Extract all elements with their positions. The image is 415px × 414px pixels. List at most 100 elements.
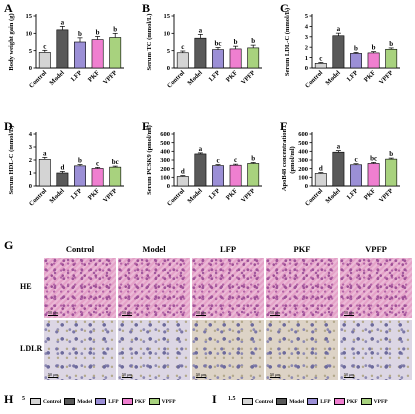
scale-bar: 50 μm bbox=[48, 372, 59, 378]
legend-label: LFP bbox=[320, 398, 331, 405]
y-tick-label: 2 bbox=[305, 44, 308, 51]
category-label: LFP bbox=[346, 187, 360, 201]
bar-control bbox=[176, 176, 189, 187]
significance-letter: a bbox=[337, 143, 341, 151]
micrograph-he-pkf: 50 μm bbox=[266, 258, 338, 318]
significance-letter: c bbox=[234, 156, 237, 164]
y-tick-label: 5 bbox=[29, 48, 33, 55]
y-tick-label: 600 bbox=[298, 131, 308, 138]
micrograph-he-vpfp: 50 μm bbox=[340, 258, 412, 318]
category-label: Control bbox=[166, 69, 186, 89]
legend-item-lfp: LFP bbox=[307, 398, 331, 405]
category-label: PKF bbox=[225, 187, 239, 201]
panel-letter: C bbox=[280, 1, 289, 15]
y-tick-label: 1 bbox=[29, 170, 32, 177]
category-label: VPFP bbox=[102, 69, 119, 86]
panel-h-legend: Control Model LFP PKF VPFP bbox=[30, 398, 176, 405]
category-label: PKF bbox=[87, 187, 101, 201]
significance-letter: b bbox=[251, 154, 255, 162]
y-tick-label: 3 bbox=[305, 34, 309, 41]
category-label: Control bbox=[304, 69, 324, 89]
legend-item-pkf: PKF bbox=[333, 398, 358, 405]
category-label: VPFP bbox=[102, 187, 119, 204]
bar-vpfp bbox=[109, 166, 122, 187]
y-axis-title: ApoB48 concentration(pmol/ml) bbox=[281, 128, 296, 191]
category-label: Control bbox=[304, 187, 324, 207]
significance-letter: a bbox=[199, 145, 203, 153]
y-axis-title: Serum LDL-C (mmol/L) bbox=[284, 8, 291, 76]
bar-model bbox=[56, 172, 69, 187]
significance-letter: b bbox=[96, 28, 100, 36]
micrograph-ldlr-pkf: 50 μm bbox=[266, 320, 338, 380]
y-tick-label: 4 bbox=[29, 131, 33, 138]
category-label: Model bbox=[48, 187, 66, 205]
bar-pkf bbox=[91, 168, 104, 187]
legend-label: PKF bbox=[134, 398, 146, 405]
scale-bar: 50 μm bbox=[270, 372, 281, 378]
y-axis-title: Serum TC (mmol/L) bbox=[146, 14, 153, 71]
y-tick-label: 200 bbox=[298, 166, 308, 173]
bar-lfp bbox=[74, 165, 86, 187]
legend-swatch bbox=[242, 398, 253, 405]
y-tick-label: 100 bbox=[160, 175, 170, 182]
category-label: Control bbox=[166, 187, 186, 207]
bar-pkf bbox=[229, 164, 242, 187]
y-tick-label: 0 bbox=[29, 183, 32, 190]
bar-lfp bbox=[350, 53, 362, 69]
significance-letter: d bbox=[181, 168, 185, 176]
y-tick-label: 500 bbox=[298, 140, 308, 147]
category-label: Control bbox=[28, 187, 48, 207]
significance-letter: d bbox=[319, 165, 323, 173]
panel-letter: E bbox=[142, 119, 150, 133]
y-tick-label: 400 bbox=[298, 149, 308, 156]
legend-swatch bbox=[360, 398, 372, 405]
legend-item-control: Control bbox=[242, 398, 273, 405]
category-label: Control bbox=[28, 69, 48, 89]
scale-bar: 50 μm bbox=[196, 310, 207, 316]
legend-item-control: Control bbox=[30, 398, 61, 405]
category-label: VPFP bbox=[240, 187, 257, 204]
micrograph-ldlr-control: 50 μm bbox=[44, 320, 116, 380]
category-label: LFP bbox=[70, 69, 84, 83]
scale-bar: 50 μm bbox=[270, 310, 281, 316]
scale-bar: 50 μm bbox=[122, 372, 133, 378]
bar-pkf bbox=[367, 163, 380, 187]
y-tick-label: 500 bbox=[160, 140, 170, 147]
bar-control bbox=[314, 63, 327, 69]
bar-control bbox=[38, 52, 51, 69]
y-tick-label: 0 bbox=[167, 183, 170, 190]
scale-bar: 50 μm bbox=[122, 310, 133, 316]
legend-item-model: Model bbox=[64, 398, 92, 405]
category-label: VPFP bbox=[240, 69, 257, 86]
y-tick-label: 10 bbox=[164, 31, 171, 38]
micrograph-column-control: Control bbox=[65, 244, 95, 254]
legend-swatch bbox=[121, 398, 133, 405]
y-tick-label: 1 bbox=[305, 55, 308, 62]
legend-label: VPFP bbox=[161, 398, 176, 405]
bar-pkf bbox=[229, 48, 242, 69]
y-tick-label: 4 bbox=[305, 24, 309, 31]
category-label: Model bbox=[48, 69, 66, 87]
micrograph-he-lfp: 50 μm bbox=[192, 258, 264, 318]
panel-letter: B bbox=[142, 1, 150, 15]
y-axis-title: Serum PCSK9 (pmol/ml) bbox=[146, 125, 153, 195]
significance-letter: a bbox=[61, 18, 65, 26]
panel-letter: D bbox=[4, 119, 13, 133]
legend-item-lfp: LFP bbox=[95, 398, 119, 405]
significance-letter: b bbox=[234, 38, 238, 46]
y-tick-label: 5 bbox=[305, 13, 309, 20]
bar-lfp bbox=[350, 164, 362, 187]
panel-letter-g: G bbox=[4, 238, 14, 252]
y-tick-label: 300 bbox=[160, 157, 170, 164]
legend-label: Model bbox=[289, 398, 305, 405]
significance-letter: a bbox=[337, 25, 341, 33]
category-label: LFP bbox=[70, 187, 84, 201]
significance-letter: b bbox=[78, 157, 82, 165]
legend-swatch bbox=[148, 398, 160, 405]
legend-item-model: Model bbox=[276, 398, 304, 405]
micrograph-column-lfp: LFP bbox=[219, 244, 237, 254]
